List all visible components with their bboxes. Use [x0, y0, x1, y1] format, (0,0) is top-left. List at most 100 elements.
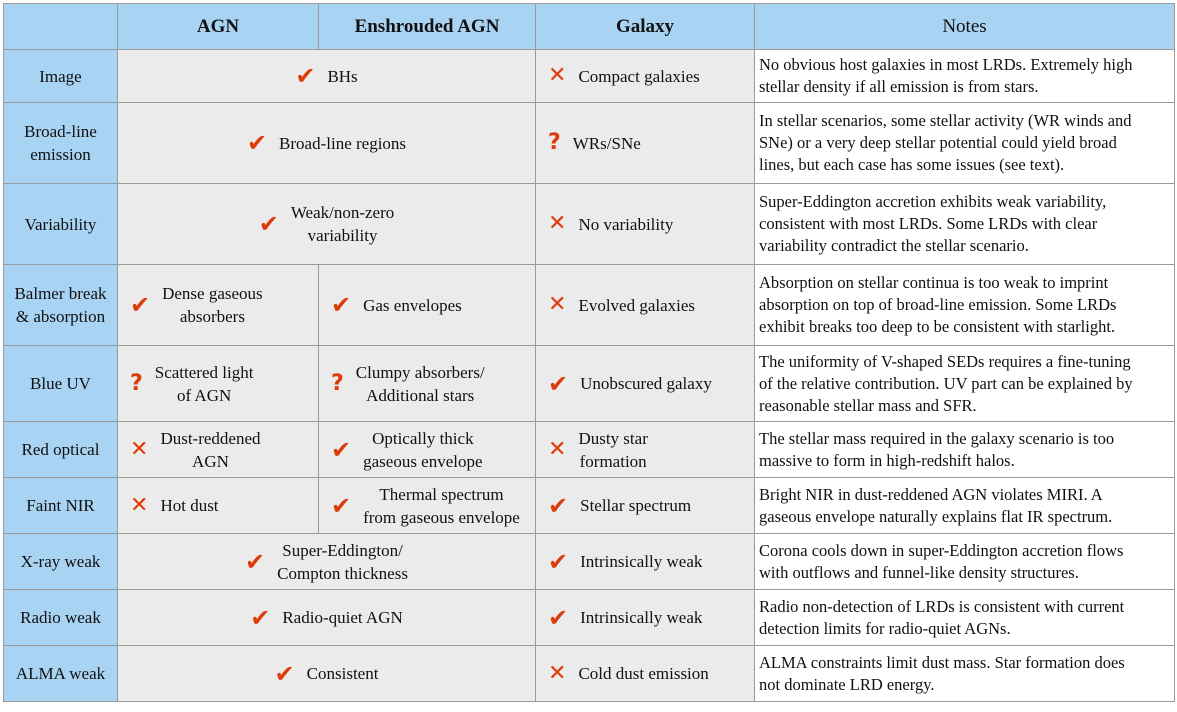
row-label-line: & absorption: [15, 307, 106, 326]
notes-line: absorption on top of broad-line emission…: [759, 295, 1117, 314]
checkmark-icon: ✔: [130, 291, 151, 319]
question-icon: ?: [130, 370, 143, 396]
row-label-line: Radio weak: [20, 608, 101, 627]
verdict-text: Intrinsically weak: [580, 550, 702, 573]
verdict-line: Hot dust: [160, 496, 219, 515]
verdict-cell: ✕ No variability: [535, 183, 755, 265]
verdict-text: Compact galaxies: [578, 65, 699, 88]
verdict-line: Additional stars: [366, 385, 475, 405]
notes-line: Radio non-detection of LRDs is consisten…: [759, 596, 1125, 616]
verdict-cell: ✕ Evolved galaxies: [535, 264, 755, 346]
verdict-cell: ✔ Dense gaseous absorbers: [117, 264, 319, 346]
verdict-line: variability: [307, 226, 378, 245]
verdict-cell: ✕ Dusty star formation: [535, 421, 755, 478]
table-row: X-ray weak ✔ Super-Eddington/Compton thick…: [3, 533, 1175, 590]
row-label-line: Blue UV: [30, 374, 91, 393]
verdict-cell: ✔ Stellar spectrum: [535, 477, 755, 534]
notes-line: Absorption on stellar continua is too we…: [759, 273, 1109, 292]
verdict-text: Dense gaseous absorbers: [162, 282, 263, 328]
notes-line: of the relative contribution. UV part ca…: [759, 373, 1133, 393]
cross-icon: ✕: [548, 292, 567, 317]
checkmark-icon: ✔: [331, 491, 352, 520]
table-row: Balmer break & absorption ✔ Dense gaseous ab…: [3, 264, 1175, 346]
cross-icon: ✕: [548, 63, 567, 88]
verdict-text: Consistent: [307, 662, 379, 685]
checkmark-icon: ✔: [548, 547, 569, 576]
notes-cell: Radio non-detection of LRDs is consisten…: [754, 589, 1175, 646]
notes-line: SNe) or a very deep stellar potential co…: [759, 133, 1117, 152]
verdict-text: Gas envelopes: [363, 294, 462, 317]
verdict-text: WRs/SNe: [573, 132, 641, 155]
checkmark-icon: ✔: [331, 291, 352, 319]
verdict-text: Intrinsically weak: [580, 606, 702, 629]
verdict-cell: ✔ Weak/non-zero variability: [117, 183, 536, 265]
checkmark-icon: ✔: [274, 659, 295, 688]
notes-cell: In stellar scenarios, some stellar activ…: [754, 102, 1175, 184]
row-label: Balmer break & absorption: [3, 264, 118, 346]
verdict-line: Super-Eddington/: [282, 540, 403, 560]
checkmark-icon: ✔: [331, 435, 352, 464]
notes-line: not dominate LRD energy.: [759, 674, 935, 694]
checkmark-icon: ✔: [548, 491, 569, 520]
verdict-line: BHs: [327, 66, 358, 86]
notes-line: stellar density if all emission is from …: [759, 77, 1039, 96]
header-agn: AGN: [117, 3, 319, 50]
notes-cell: The uniformity of V-shaped SEDs requires…: [754, 345, 1175, 422]
verdict-line: Consistent: [306, 664, 379, 683]
table-row: Image ✔ BHs ✕ Compact galaxies No obvious hos…: [3, 49, 1175, 103]
verdict-text: Broad-line regions: [279, 132, 406, 155]
notes-line: exhibit breaks too deep to be consistent…: [759, 317, 1116, 336]
notes-line: variability contradict the stellar scena…: [759, 236, 1029, 255]
verdict-line: WRs/SNe: [572, 133, 641, 153]
notes-line: ALMA constraints limit dust mass. Star f…: [759, 652, 1125, 672]
verdict-text: Dusty star formation: [578, 427, 647, 473]
verdict-text: Hot dust: [160, 494, 218, 517]
row-label: Faint NIR: [3, 477, 118, 534]
checkmark-icon: ✔: [246, 129, 268, 157]
notes-line: The uniformity of V-shaped SEDs requires…: [759, 351, 1131, 371]
row-label: Broad-line emission: [3, 102, 118, 184]
checkmark-icon: ✔: [548, 603, 569, 632]
cross-icon: ✕: [548, 660, 567, 686]
verdict-line: Broad-line regions: [279, 133, 407, 153]
row-label-line: Red optical: [21, 440, 100, 459]
checkmark-icon: ✔: [250, 603, 271, 632]
cross-icon: ✕: [130, 492, 149, 518]
verdict-cell: ✕ Hot dust: [117, 477, 319, 534]
header-enshrouded-agn: Enshrouded AGN: [318, 3, 536, 50]
row-label-line: ALMA weak: [15, 664, 106, 683]
row-label-line: Image: [39, 66, 82, 86]
table-body: Image ✔ BHs ✕ Compact galaxies No obvious hos…: [3, 49, 1175, 702]
verdict-line: Dust-reddened: [160, 428, 261, 448]
notes-cell: No obvious host galaxies in most LRDs. E…: [754, 49, 1175, 103]
table-row: Radio weak ✔ Radio-quiet AGN ✔ Intrinsically…: [3, 589, 1175, 646]
row-label: X-ray weak: [3, 533, 118, 590]
verdict-cell: ✕ Cold dust emission: [535, 645, 755, 702]
checkmark-icon: ✔: [258, 210, 279, 238]
verdict-cell: ✕ Compact galaxies: [535, 49, 755, 103]
notes-line: consistent with most LRDs. Some LRDs wit…: [759, 214, 1098, 233]
table-row: Red optical ✕ Dust-reddened AGN ✔ Optically t…: [3, 421, 1175, 478]
verdict-line: Cold dust emission: [578, 664, 709, 683]
header-galaxy: Galaxy: [535, 3, 755, 50]
verdict-line: Evolved galaxies: [578, 295, 696, 315]
verdict-text: Unobscured galaxy: [580, 372, 712, 395]
verdict-line: Intrinsically weak: [580, 552, 703, 571]
notes-line: reasonable stellar mass and SFR.: [759, 395, 977, 415]
notes-line: Super-Eddington accretion exhibits weak …: [759, 192, 1107, 211]
notes-cell: Bright NIR in dust-reddened AGN violates…: [754, 477, 1175, 534]
cross-icon: ✕: [548, 211, 567, 236]
verdict-text: Clumpy absorbers/Additional stars: [356, 361, 485, 407]
question-icon: ?: [548, 130, 561, 155]
notes-line: Bright NIR in dust-reddened AGN violates…: [759, 484, 1103, 504]
verdict-line: No variability: [578, 214, 674, 234]
verdict-cell: ✔ Consistent: [117, 645, 536, 702]
verdict-line: Thermal spectrum: [379, 484, 504, 504]
notes-cell: ALMA constraints limit dust mass. Star f…: [754, 645, 1175, 702]
notes-line: The stellar mass required in the galaxy …: [759, 428, 1115, 448]
notes-line: massive to form in high-redshift halos.: [759, 450, 1015, 470]
verdict-line: formation: [579, 451, 647, 471]
verdict-cell: ✔ Thermal spectrum from gaseous envelope: [318, 477, 536, 534]
verdict-cell: ? Clumpy absorbers/Additional stars: [318, 345, 536, 422]
checkmark-icon: ✔: [548, 369, 569, 398]
